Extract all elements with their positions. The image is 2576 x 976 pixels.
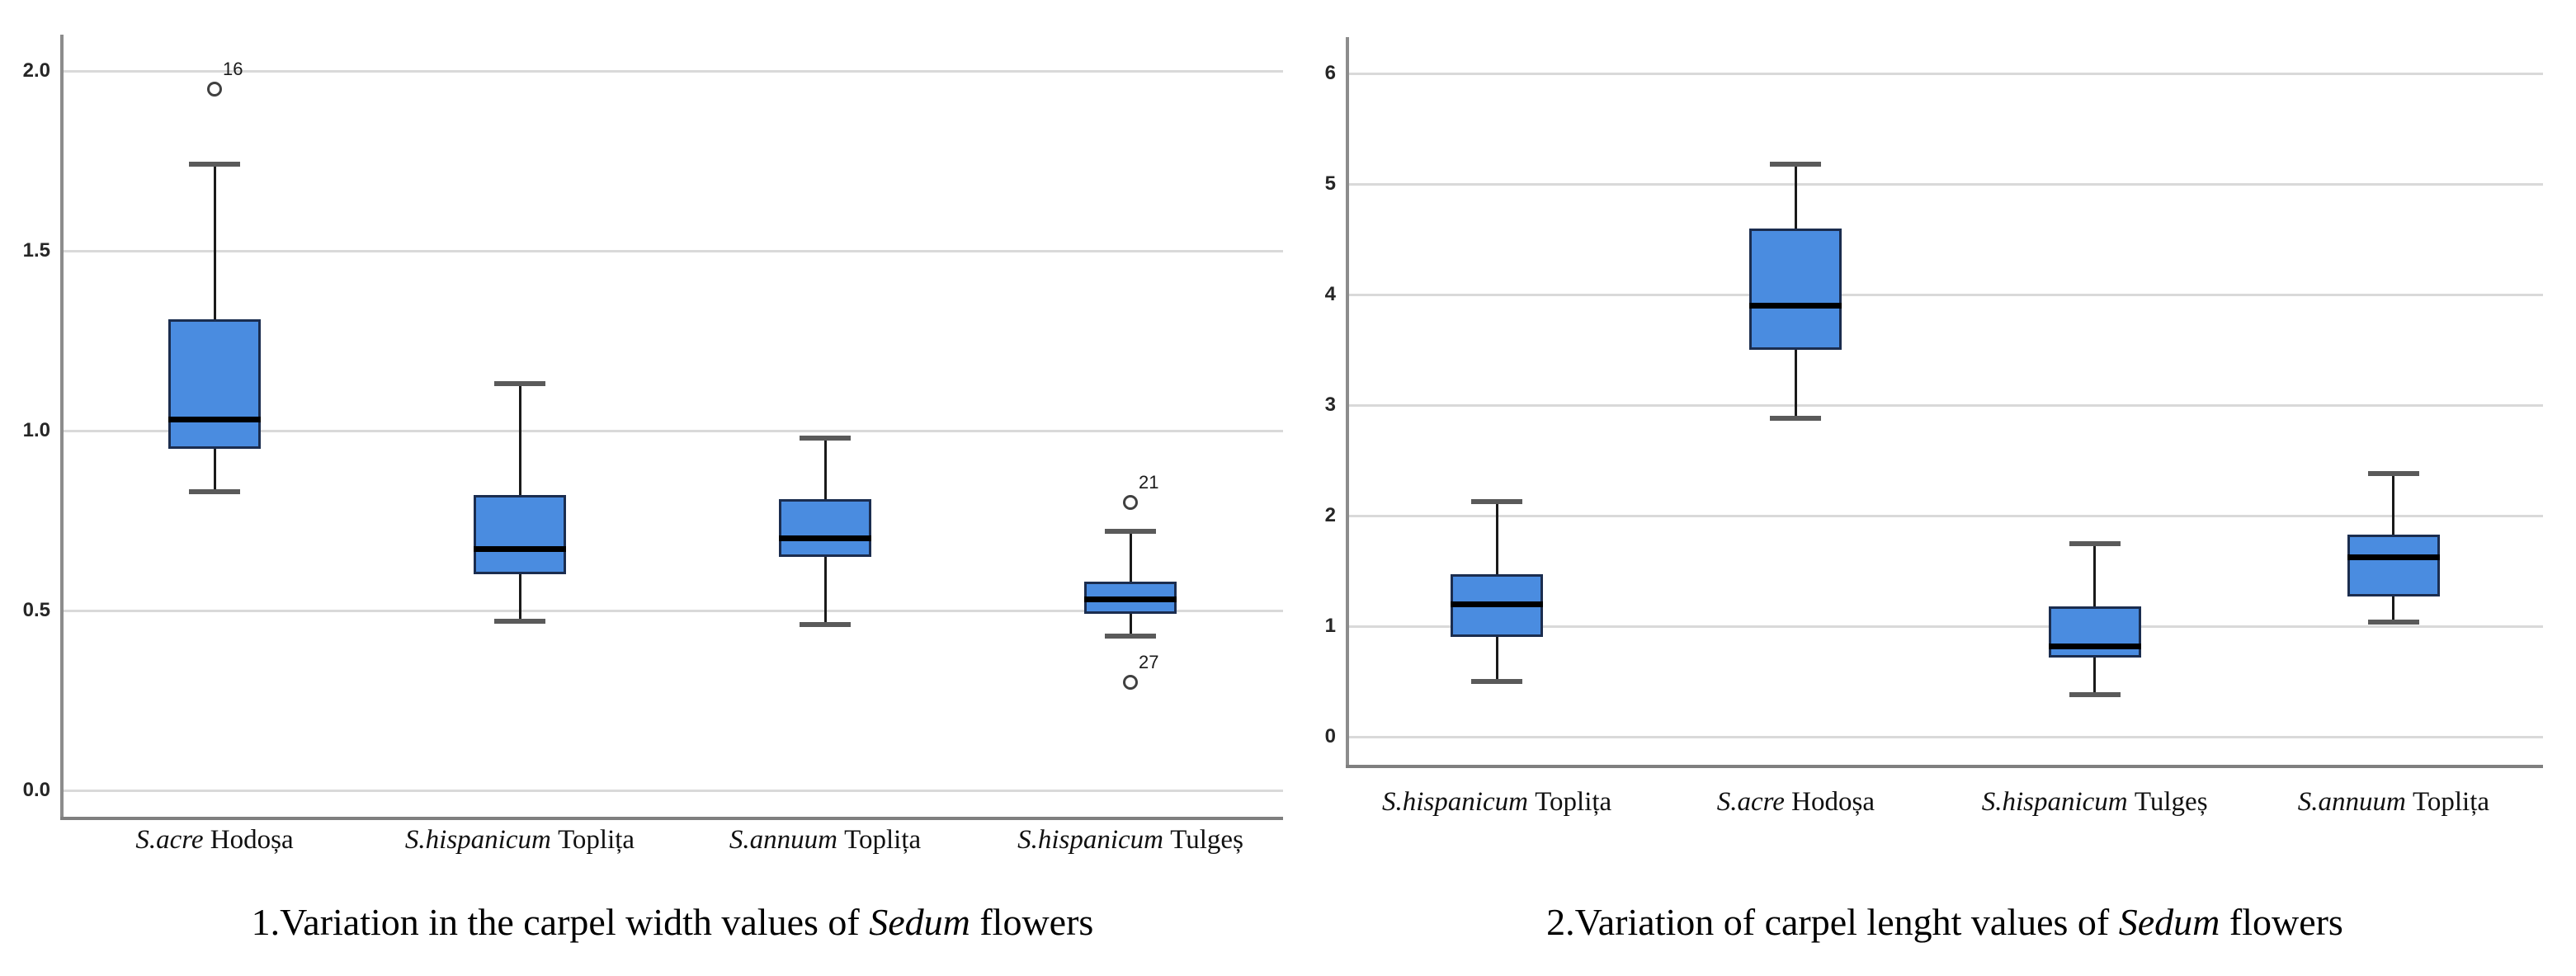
outlier-label: 21 (1139, 472, 1159, 493)
category-species-italic: S.hispanicum (1382, 787, 1528, 817)
gridline (1347, 625, 2543, 628)
y-tick-label: 3 (1324, 394, 1336, 416)
whisker-cap-bottom (1471, 679, 1523, 684)
whisker-cap-top (800, 435, 851, 441)
y-tick-label: 6 (1324, 62, 1336, 84)
x-axis-line (1346, 765, 2543, 768)
box (779, 498, 871, 557)
y-tick-label: 4 (1324, 283, 1336, 305)
category-species-italic: S.hispanicum (1017, 825, 1163, 855)
category-location: Hodoșa (203, 825, 294, 855)
whisker-cap-top (1770, 161, 1822, 167)
whisker-cap-top (1471, 498, 1523, 504)
category-label: S.hispanicum Tulgeș (932, 823, 1328, 856)
whisker-cap-bottom (1770, 416, 1822, 422)
outlier-point (1123, 495, 1138, 511)
outlier-label: 16 (223, 58, 243, 79)
category-location: Toplița (837, 825, 922, 855)
box (168, 318, 261, 449)
whisker-cap-bottom (189, 489, 240, 495)
category-species-italic: S.hispanicum (1981, 787, 2128, 817)
gridline (1347, 736, 2543, 738)
caption-text: flowers (970, 901, 1094, 943)
outlier-point (207, 81, 222, 97)
whisker-cap-bottom (800, 622, 851, 628)
category-label: S.annuum Toplița (627, 823, 1023, 856)
caption-carpel-length: 2.Variation of carpel lenght values of S… (1408, 899, 2481, 945)
x-axis-line (60, 817, 1283, 820)
category-location: Toplița (550, 825, 635, 855)
category-species-italic: S.acre (135, 825, 204, 855)
median-line (168, 417, 261, 423)
median-line (1451, 601, 1544, 607)
y-tick-label: 1 (1324, 615, 1336, 637)
y-axis-line (1346, 37, 1349, 766)
caption-italic-sedum: Sedum (2118, 901, 2220, 943)
gridline (62, 610, 1283, 612)
category-location: Tulgeș (1163, 825, 1243, 855)
gridline (1347, 183, 2543, 186)
y-tick-label: 1.5 (22, 239, 50, 262)
category-label: S.acre Hodoșa (17, 823, 413, 856)
outlier-point (1123, 675, 1138, 691)
category-label: S.annuum Toplița (2196, 785, 2576, 818)
y-tick-label: 0 (1324, 725, 1336, 747)
category-location: Toplița (2405, 787, 2490, 817)
category-species-italic: S.annuum (2297, 787, 2406, 817)
median-line (779, 535, 871, 542)
gridline (62, 430, 1283, 432)
y-tick-label: 2.0 (22, 59, 50, 82)
outlier-label: 27 (1139, 652, 1159, 673)
category-label: S.hispanicum Tulgeș (1897, 785, 2293, 818)
whisker-cap-top (2069, 540, 2121, 546)
whisker-cap-bottom (2069, 692, 2121, 698)
category-location: Toplița (1527, 787, 1612, 817)
caption-text: 1.Variation in the carpel width values o… (251, 901, 870, 943)
category-species-italic: S.hispanicum (404, 825, 551, 855)
category-location: Hodoșa (1784, 787, 1875, 817)
category-label: S.acre Hodoșa (1597, 785, 1993, 818)
median-line (1749, 302, 1842, 309)
gridline (1347, 404, 2543, 407)
whisker-cap-top (494, 381, 545, 387)
caption-italic-sedum: Sedum (869, 901, 970, 943)
median-line (2048, 643, 2141, 649)
whisker-cap-bottom (2367, 619, 2419, 625)
caption-text: flowers (2220, 901, 2343, 943)
box (474, 495, 566, 575)
gridline (1347, 73, 2543, 75)
category-species-italic: S.acre (1716, 787, 1785, 817)
category-location: Tulgeș (2127, 787, 2208, 817)
caption-carpel-width: 1.Variation in the carpel width values o… (136, 899, 1209, 945)
y-tick-label: 0.0 (22, 779, 50, 801)
whisker-cap-bottom (1105, 633, 1156, 639)
box (2048, 606, 2141, 658)
median-line (2347, 554, 2440, 561)
box (2347, 534, 2440, 596)
caption-text: 2.Variation of carpel lenght values of (1546, 901, 2119, 943)
y-tick-label: 1.0 (22, 419, 50, 441)
gridline (62, 70, 1283, 73)
gridline (1347, 515, 2543, 517)
y-tick-label: 5 (1324, 172, 1336, 195)
category-label: S.hispanicum Toplița (322, 823, 718, 856)
median-line (1084, 596, 1177, 603)
box (1749, 228, 1842, 350)
median-line (474, 546, 566, 553)
y-tick-label: 0.5 (22, 599, 50, 621)
y-tick-label: 2 (1324, 504, 1336, 526)
whisker-cap-top (2367, 471, 2419, 477)
gridline (62, 250, 1283, 252)
whisker-cap-bottom (494, 619, 545, 625)
category-label: S.hispanicum Toplița (1299, 785, 1695, 818)
whisker-cap-top (1105, 529, 1156, 535)
gridline (1347, 294, 2543, 296)
category-species-italic: S.annuum (729, 825, 837, 855)
gridline (62, 790, 1283, 792)
y-axis-line (60, 35, 64, 818)
whisker-cap-top (189, 162, 240, 167)
